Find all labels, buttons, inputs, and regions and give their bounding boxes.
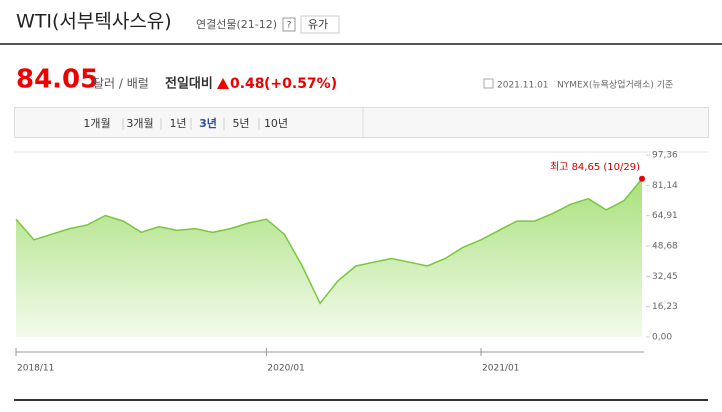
unit: 달러 / 배럴: [93, 77, 149, 91]
tab[interactable]: 10년: [264, 117, 288, 130]
tab[interactable]: 1개월: [83, 117, 110, 130]
date: 2021.11.01: [497, 81, 549, 91]
tab-bar: [14, 107, 709, 138]
source: NYMEX(뉴욕상업거래소) 기준: [557, 80, 673, 91]
title: WTI(서부텍사스유): [16, 11, 172, 33]
y-tick-label: 97,36: [652, 151, 678, 161]
line: [15, 178, 643, 305]
footer-rule: [14, 399, 708, 401]
category-button[interactable]: [300, 15, 340, 34]
y-tick-label: 64,91: [652, 211, 678, 221]
x-tick-label: 2021/01: [482, 364, 519, 374]
y-tick-label: 16,23: [652, 302, 678, 312]
tab[interactable]: 1년: [169, 117, 186, 130]
category-text: 유가: [308, 18, 328, 31]
y-tick-label: 48,68: [652, 242, 678, 252]
max-marker: [639, 175, 645, 182]
calendar-icon: [483, 78, 494, 89]
header-rule: [0, 43, 722, 45]
help-text: ?: [287, 21, 292, 31]
change-label: 전일대비: [165, 76, 213, 92]
contract: 연결선물(21-12): [196, 18, 277, 31]
help-button[interactable]: [282, 17, 296, 32]
price: 84.05: [16, 65, 98, 95]
max-annotation: 최고 84,65 (10/29): [550, 161, 640, 173]
y-tick-label: 32,45: [652, 272, 678, 282]
y-tick-label: 81,14: [652, 181, 678, 191]
change: 0.48: [230, 76, 265, 92]
x-tick-label: 2018/11: [17, 364, 54, 374]
up-icon: [217, 78, 229, 89]
area: [16, 178, 642, 337]
change-pct: (+0.57%): [264, 76, 337, 92]
tab[interactable]: 3년: [199, 116, 217, 130]
y-tick-label: 0,00: [652, 333, 672, 343]
x-tick-label: 2020/01: [267, 364, 304, 374]
tab[interactable]: 5년: [232, 117, 249, 130]
tab[interactable]: 3개월: [126, 117, 153, 130]
